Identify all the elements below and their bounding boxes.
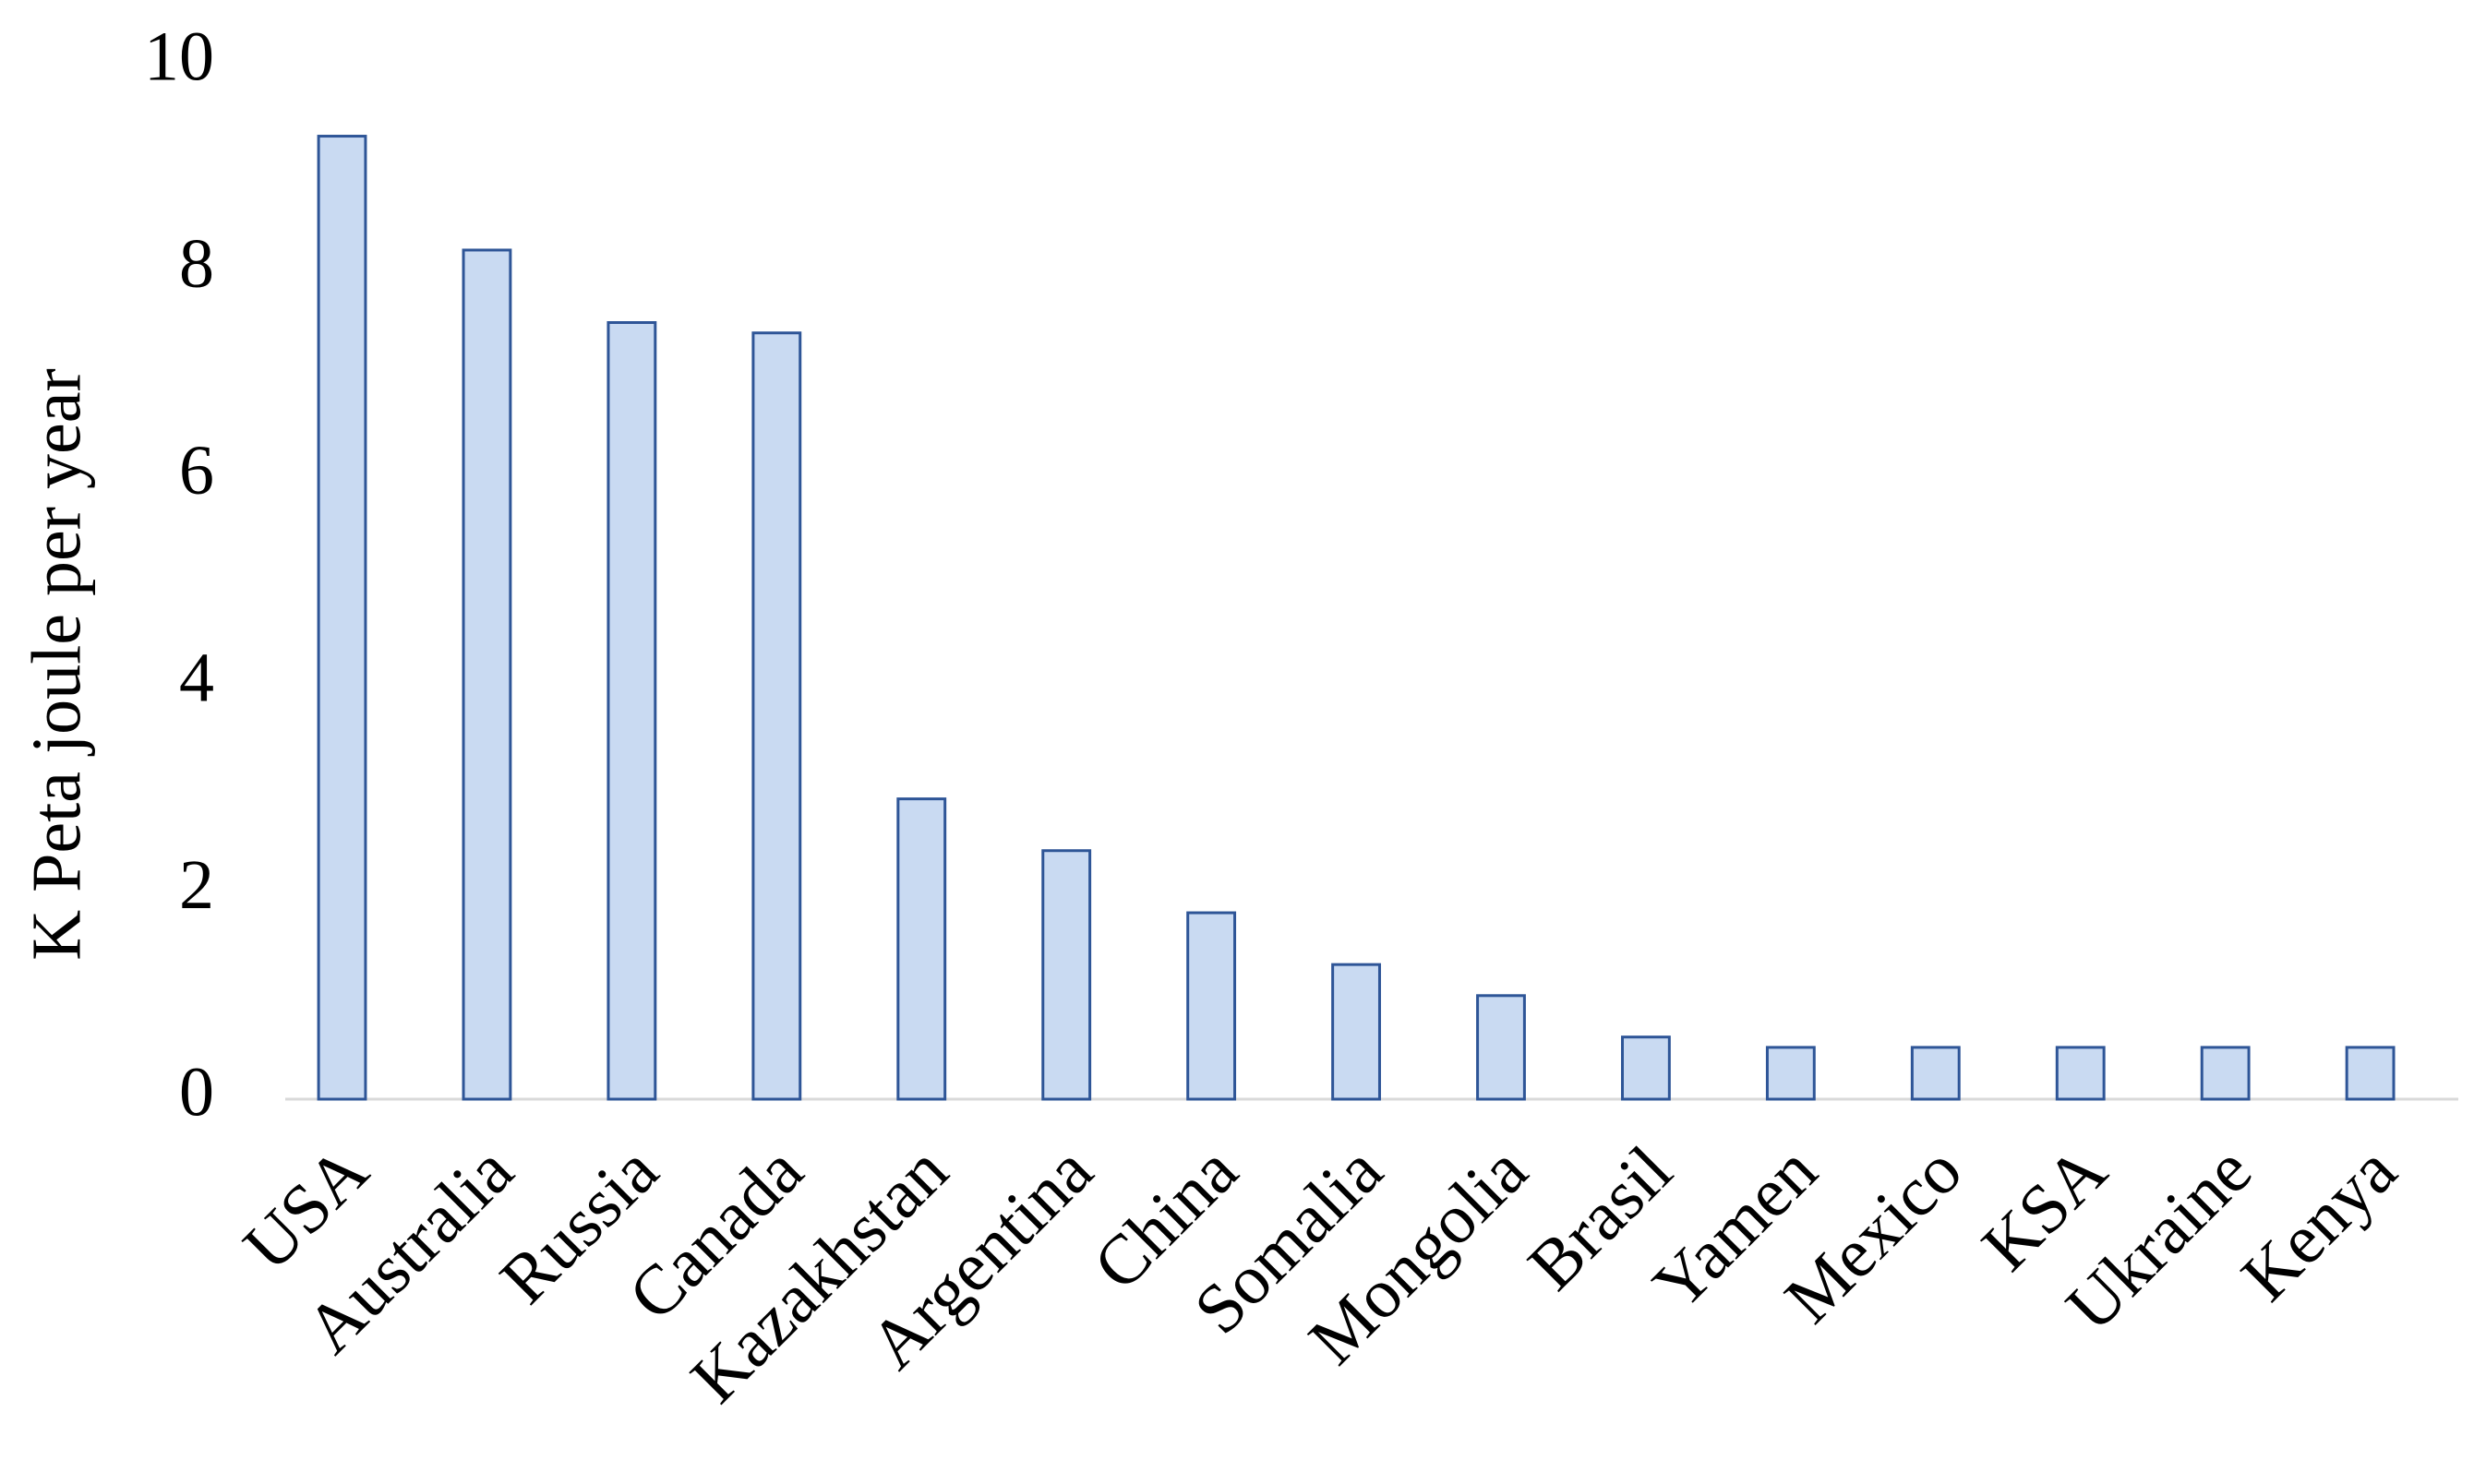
bar (1910, 1046, 1961, 1101)
y-tick-label: 4 (179, 640, 214, 717)
bar (2055, 1046, 2106, 1101)
bar (1765, 1046, 1816, 1101)
bar (606, 321, 657, 1101)
y-axis-label: K Peta joule per year (18, 368, 95, 961)
bar (462, 248, 512, 1101)
y-tick-label: 8 (179, 225, 214, 303)
bar (751, 331, 802, 1101)
y-tick-label: 6 (179, 432, 214, 509)
bar (2200, 1046, 2251, 1101)
bar (896, 797, 947, 1101)
bar (2345, 1046, 2396, 1101)
y-tick-label: 2 (179, 846, 214, 924)
bar (317, 135, 367, 1101)
bar (1476, 994, 1526, 1101)
bar (1041, 849, 1092, 1101)
bar (1186, 911, 1237, 1101)
y-tick-label: 0 (179, 1053, 214, 1131)
y-tick-label: 10 (144, 18, 214, 95)
bar (1620, 1035, 1671, 1101)
x-tick-label: Kenya (2227, 1131, 2411, 1316)
bar (1331, 963, 1381, 1101)
